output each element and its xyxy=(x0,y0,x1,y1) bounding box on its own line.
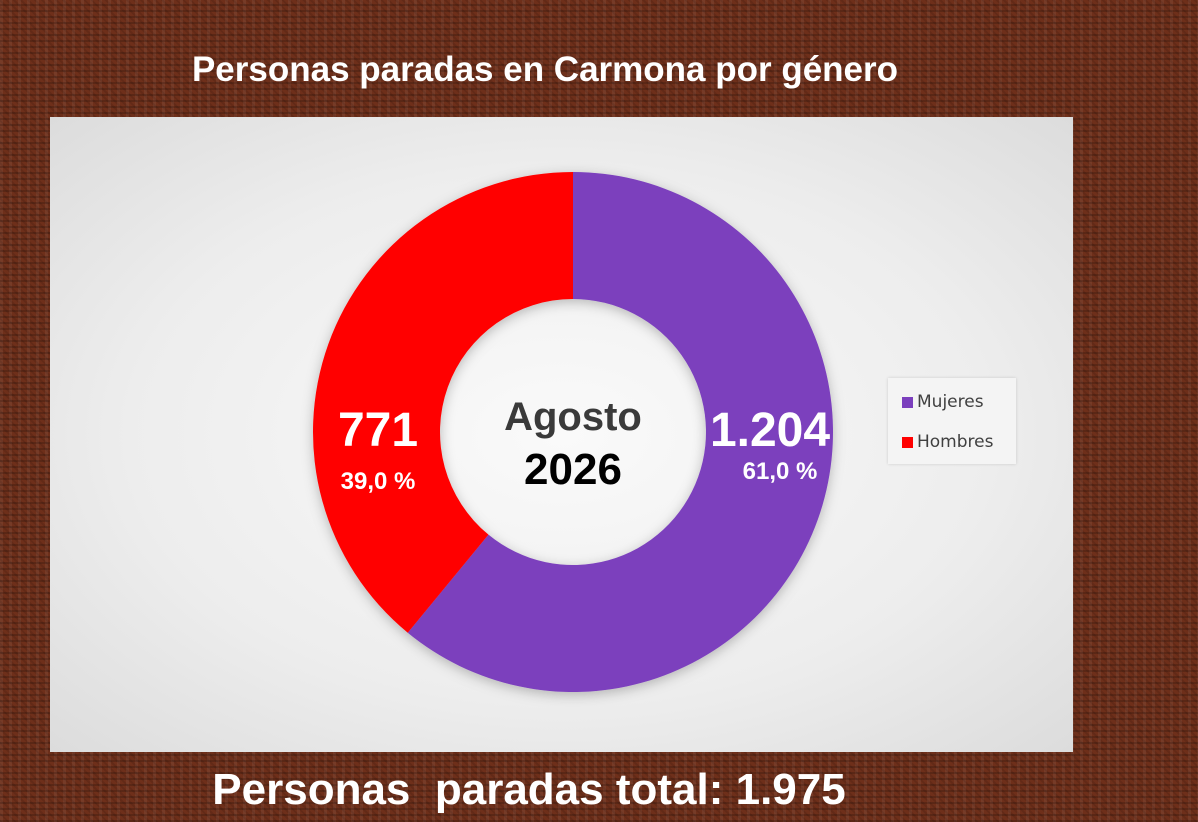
legend-label-mujeres: Mujeres xyxy=(917,392,984,412)
total-footer: Personas paradas total: 1.975 xyxy=(212,765,846,814)
center-year-label: 2026 xyxy=(524,445,622,494)
hombres-percent-label: 39,0 % xyxy=(340,468,416,495)
donut-slice-mujeres xyxy=(407,172,833,692)
mujeres-percent-label: 61,0 % xyxy=(742,458,818,485)
legend-item-hombres: Hombres xyxy=(902,430,993,454)
legend-item-mujeres: Mujeres xyxy=(902,390,984,414)
legend-swatch-mujeres xyxy=(902,396,913,408)
chart-title: Personas paradas en Carmona por género xyxy=(191,50,899,89)
hombres-value-label: 771 xyxy=(337,404,419,457)
mujeres-value-label: 1.204 xyxy=(709,404,831,457)
center-month-label: Agosto xyxy=(504,395,642,439)
chart-legend: Mujeres Hombres xyxy=(888,378,1016,464)
donut-slice-hombres xyxy=(312,172,573,633)
legend-swatch-hombres xyxy=(902,436,913,448)
legend-label-hombres: Hombres xyxy=(917,432,994,452)
